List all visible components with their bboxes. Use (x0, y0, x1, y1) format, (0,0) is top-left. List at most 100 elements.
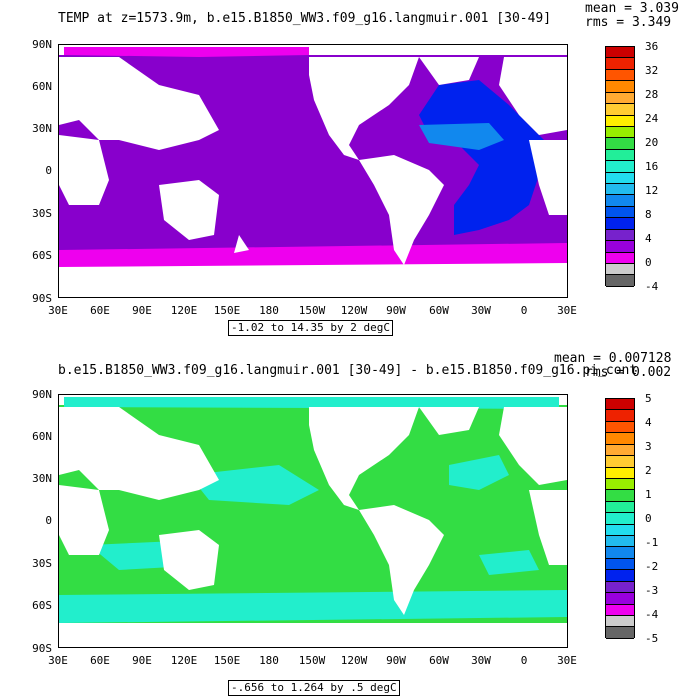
colorbar-swatch (606, 536, 634, 548)
panel-1-map[interactable] (58, 44, 568, 298)
colorbar-swatch (606, 104, 634, 116)
panel-1-colorbar-label: 4 (645, 232, 652, 245)
panel-2-contour-range: -.656 to 1.264 by .5 degC (228, 680, 400, 696)
panel-2-colorbar-label: 3 (645, 440, 652, 453)
panel-1-colorbar-label: 32 (645, 64, 659, 77)
panel-2-colorbar-label: -2 (645, 560, 659, 573)
panel-1-lat-tick: 90S (32, 292, 52, 305)
colorbar-swatch (606, 501, 634, 514)
colorbar-swatch (606, 570, 634, 582)
panel-1-lon-tick: 30W (471, 304, 491, 317)
panel-1-lat-tick: 60S (32, 249, 52, 262)
panel-1-lat-tick: 30N (32, 122, 52, 135)
panel-2-lon-tick: 150W (298, 654, 326, 667)
colorbar-swatch (606, 627, 634, 639)
panel-2-colorbar-label: 4 (645, 416, 652, 429)
panel-1-colorbar-label: 28 (645, 88, 659, 101)
panel-2-lat-tick: 30N (32, 472, 52, 485)
panel-1-lon-tick: 90W (386, 304, 406, 317)
colorbar-swatch (606, 616, 634, 628)
panel-1-lon-tick: 180 (259, 304, 279, 317)
panel-2-lat-tick: 90N (32, 388, 52, 401)
panel-2-lat-tick: 60S (32, 599, 52, 612)
colorbar-swatch (606, 524, 634, 537)
panel-2-lon-tick: 60E (90, 654, 110, 667)
panel-2-title: b.e15.B1850_WW3.f09_g16.langmuir.001 [30… (58, 364, 638, 377)
panel-2-lon-tick: 30E (48, 654, 68, 667)
colorbar-swatch (606, 558, 634, 571)
colorbar-swatch (606, 138, 634, 150)
colorbar-swatch (606, 513, 634, 525)
colorbar-swatch (606, 172, 634, 185)
colorbar-swatch (606, 264, 634, 276)
colorbar-swatch (606, 275, 634, 287)
panel-1-lon-tick: 30E (48, 304, 68, 317)
panel-1-lon-tick: 150W (298, 304, 326, 317)
colorbar-swatch (606, 126, 634, 139)
colorbar-swatch (606, 399, 634, 411)
panel-1-colorbar-label: 24 (645, 112, 659, 125)
panel-2-lon-tick: 180 (259, 654, 279, 667)
panel-1-lat-tick: 0 (45, 164, 52, 177)
colorbar-swatch (606, 410, 634, 422)
panel-2-lon-tick: 150E (213, 654, 241, 667)
panel-2-lon-tick: 30E (557, 654, 577, 667)
colorbar-swatch (606, 444, 634, 457)
panel-1-mean: mean = 3.039 (585, 1, 679, 16)
colorbar-swatch (606, 58, 634, 70)
panel-1-lat-tick: 90N (32, 38, 52, 51)
panel-2-colorbar (605, 398, 635, 639)
colorbar-swatch (606, 184, 634, 196)
colorbar-swatch (606, 161, 634, 173)
panel-1-colorbar-label: -4 (645, 280, 659, 293)
colorbar-swatch (606, 241, 634, 253)
panel-1-colorbar-label: 8 (645, 208, 652, 221)
panel-1-lon-tick: 0 (520, 304, 528, 317)
panel-2-lat-tick: 60N (32, 430, 52, 443)
panel-1-contour-range: -1.02 to 14.35 by 2 degC (228, 320, 393, 336)
panel-2-lon-tick: 90W (386, 654, 406, 667)
panel-1-lat-tick: 60N (32, 80, 52, 93)
colorbar-swatch (606, 604, 634, 617)
colorbar-swatch (606, 81, 634, 93)
colorbar-swatch (606, 433, 634, 445)
panel-2-lat-tick: 30S (32, 557, 52, 570)
colorbar-swatch (606, 47, 634, 59)
panel-1-colorbar (605, 46, 635, 287)
panel-1-title: TEMP at z=1573.9m, b.e15.B1850_WW3.f09_g… (58, 11, 552, 26)
colorbar-swatch (606, 456, 634, 468)
colorbar-swatch (606, 490, 634, 502)
panel-1-lon-tick: 30E (557, 304, 577, 317)
panel-1-lon-tick: 150E (213, 304, 241, 317)
colorbar-swatch (606, 149, 634, 162)
panel-2-rms: rms = 0.002 (585, 365, 672, 380)
panel-2-colorbar-label: 2 (645, 464, 652, 477)
colorbar-swatch (606, 547, 634, 559)
panel-1-lat-tick: 30S (32, 207, 52, 220)
panel-2-lon-tick: 90E (132, 654, 152, 667)
colorbar-swatch (606, 218, 634, 230)
colorbar-swatch (606, 593, 634, 605)
colorbar-swatch (606, 115, 634, 127)
panel-2-colorbar-label: 1 (645, 488, 652, 501)
panel-2-lat-tick: 90S (32, 642, 52, 655)
panel-1-rms: rms = 3.349 (585, 15, 672, 30)
panel-2-map[interactable] (58, 394, 568, 648)
panel-1-colorbar-label: 12 (645, 184, 659, 197)
colorbar-swatch (606, 69, 634, 82)
panel-1-colorbar-label: 20 (645, 136, 659, 149)
panel-2-lon-tick: 30W (471, 654, 491, 667)
panel-1-lon-tick: 90E (132, 304, 152, 317)
panel-1-colorbar-label: 16 (645, 160, 659, 173)
panel-1-map-svg (59, 45, 567, 297)
panel-2-colorbar-label: -5 (645, 632, 659, 645)
panel-2-colorbar-label: -4 (645, 608, 659, 621)
panel-1-colorbar-label: 0 (645, 256, 652, 269)
panel-2-lon-tick: 60W (429, 654, 449, 667)
colorbar-swatch (606, 92, 634, 105)
panel-1-lon-tick: 120W (340, 304, 368, 317)
panel-2-lat-tick: 0 (45, 514, 52, 527)
colorbar-swatch (606, 581, 634, 594)
panel-2-mean: mean = 0.007128 (554, 351, 672, 366)
colorbar-swatch (606, 195, 634, 207)
